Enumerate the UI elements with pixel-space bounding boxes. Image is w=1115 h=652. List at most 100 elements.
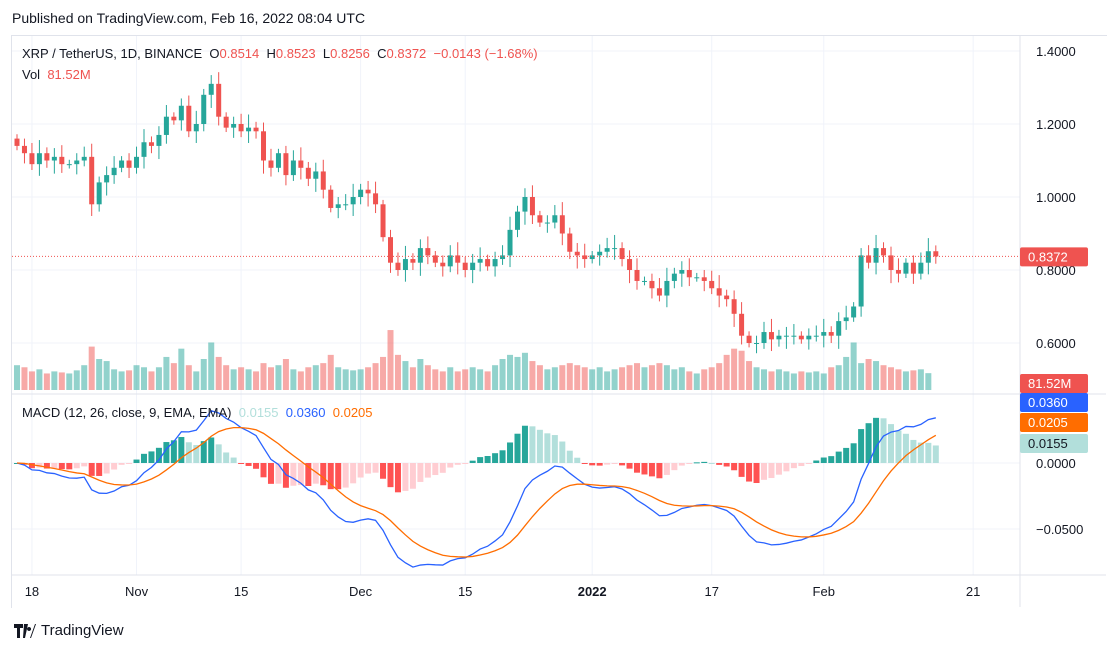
volume-bar xyxy=(14,365,20,390)
change-value: −0.0143 (−1.68%) xyxy=(433,46,538,61)
macd-histogram-bar xyxy=(596,463,603,466)
chart-frame xyxy=(11,35,1107,608)
candle-body xyxy=(701,277,707,281)
macd-histogram-bar xyxy=(394,463,401,493)
macd-histogram-bar xyxy=(910,439,917,463)
candle-body xyxy=(156,134,162,146)
candle-body xyxy=(649,280,655,289)
macd-histogram-bar xyxy=(417,463,424,482)
volume-bar xyxy=(873,361,880,390)
volume-bar xyxy=(36,369,43,390)
candle-body xyxy=(365,189,371,194)
macd-histogram-bar xyxy=(267,463,274,484)
macd-histogram-bar xyxy=(260,463,267,478)
macd-histogram-bar xyxy=(708,462,715,464)
volume-bar xyxy=(118,371,125,390)
macd-histogram-bar xyxy=(663,463,670,475)
candle-body xyxy=(21,145,27,154)
macd-histogram-bar xyxy=(350,463,357,484)
candle-body xyxy=(828,332,834,336)
candle-body xyxy=(537,215,543,223)
candle-body xyxy=(656,288,662,296)
volume-bar xyxy=(746,361,753,390)
volume-bar xyxy=(28,371,35,390)
macd-histogram-bar xyxy=(828,456,835,463)
macd-histogram-bar xyxy=(768,463,775,479)
price-tick-label: 1.4000 xyxy=(1036,44,1076,59)
candle-body xyxy=(447,255,453,267)
candle-body xyxy=(402,259,408,270)
candle-body xyxy=(500,255,506,260)
volume-bar xyxy=(544,369,551,390)
macd-histogram-bar xyxy=(297,463,304,486)
macd-histogram-bar xyxy=(73,463,80,469)
time-tick-label: 21 xyxy=(966,584,980,599)
candle-body xyxy=(111,167,117,176)
candle-body xyxy=(380,204,386,238)
macd-label-tag-bg xyxy=(1020,393,1088,412)
volume-bar xyxy=(648,365,655,390)
time-tick-label: 15 xyxy=(458,584,472,599)
volume-bar xyxy=(798,371,805,390)
volume-bar xyxy=(73,370,80,390)
macd-histogram-bar xyxy=(372,463,379,473)
macd-histogram-bar xyxy=(902,433,909,463)
volume-bar xyxy=(155,367,162,390)
volume-bar xyxy=(133,365,140,390)
tradingview-logo[interactable]: TradingView xyxy=(14,622,124,639)
candle-body xyxy=(798,335,804,340)
macd-histogram-bar xyxy=(798,463,805,467)
candle-body xyxy=(440,262,446,267)
candle-body xyxy=(410,259,416,263)
candle-body xyxy=(74,160,80,165)
macd-histogram-bar xyxy=(693,462,700,464)
macd-histogram-bar xyxy=(51,463,58,469)
macd-histogram-bar xyxy=(170,440,177,463)
macd-histogram-bar xyxy=(731,463,738,471)
volume-bar xyxy=(566,363,573,390)
published-caption: Published on TradingView.com, Feb 16, 20… xyxy=(12,10,366,26)
macd-histogram-bar xyxy=(581,463,588,464)
volume-bar xyxy=(641,367,648,390)
candle-body xyxy=(261,131,267,161)
volume-bar xyxy=(708,367,715,390)
volume-bar xyxy=(581,367,588,390)
candle-body xyxy=(634,270,640,281)
candle-body xyxy=(320,171,326,190)
macd-histogram-bar xyxy=(925,442,932,463)
candle-body xyxy=(216,83,222,117)
macd-histogram-bar xyxy=(230,457,237,463)
macd-histogram-bar xyxy=(641,463,648,475)
volume-bar xyxy=(507,354,514,390)
volume-bar xyxy=(469,367,476,390)
macd-histogram-bar xyxy=(529,426,536,463)
candle-body xyxy=(671,273,677,281)
macd-histogram-bar xyxy=(409,463,416,489)
volume-bar xyxy=(357,369,364,390)
open-value: 0.8514 xyxy=(219,46,260,61)
candle-body xyxy=(305,167,311,179)
candle-body xyxy=(589,255,595,260)
candle-body xyxy=(836,321,842,336)
macd-histogram-bar xyxy=(380,463,387,479)
volume-bar xyxy=(634,363,641,390)
candle-body xyxy=(933,251,939,257)
macd-histogram-bar xyxy=(193,445,200,463)
volume-bar xyxy=(417,359,424,390)
volume-bar xyxy=(492,365,499,390)
signal-label-tag-bg xyxy=(1020,413,1088,432)
macd-histogram-bar xyxy=(686,463,693,464)
close-value: 0.8372 xyxy=(386,46,427,61)
candle-body xyxy=(686,270,692,278)
macd-histogram-bar xyxy=(865,423,872,463)
macd-histogram-bar xyxy=(133,459,140,463)
volume-bar xyxy=(865,359,872,390)
macd-histogram-bar xyxy=(163,442,170,463)
volume-bar xyxy=(365,367,372,390)
candle-body xyxy=(432,255,438,263)
volume-bar xyxy=(843,356,850,390)
signal-label-tag: 0.0205 xyxy=(1028,415,1068,430)
volume-bar xyxy=(910,370,917,390)
volume-bar xyxy=(521,352,528,390)
